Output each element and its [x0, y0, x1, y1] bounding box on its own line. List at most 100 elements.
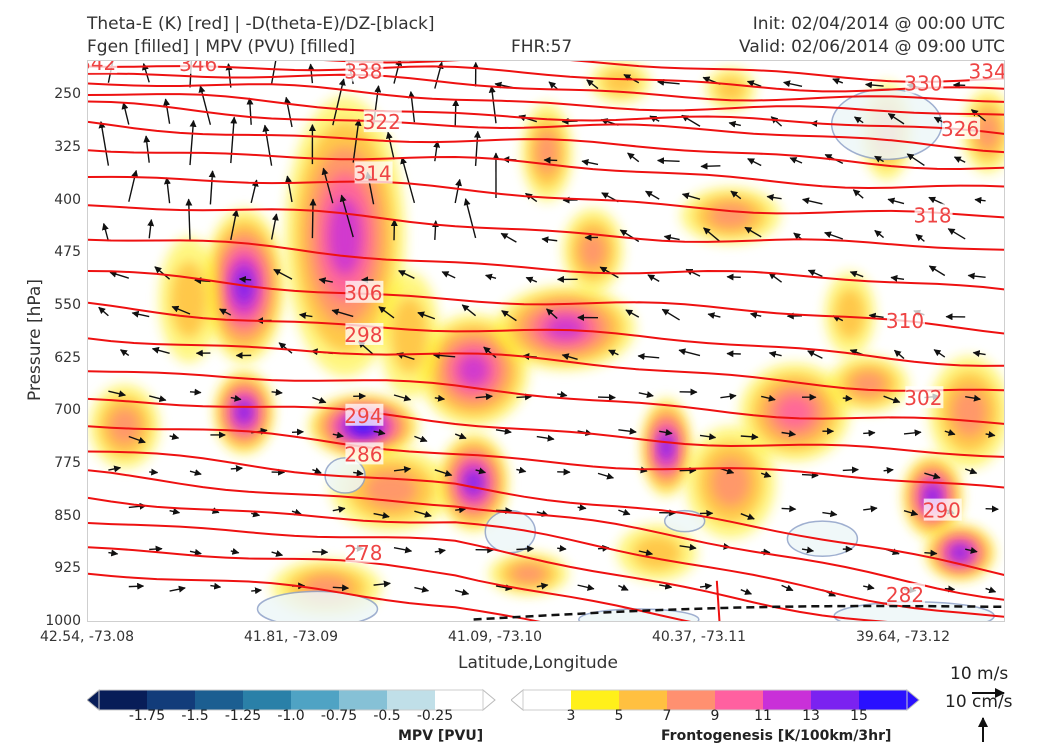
- wind-vector: [557, 391, 568, 398]
- y-tick-label: 550: [54, 296, 81, 313]
- frontogenesis-blob: [391, 297, 428, 373]
- theta-e-label: 314: [353, 161, 391, 185]
- wind-vector: [500, 232, 517, 243]
- wind-vector: [965, 546, 978, 554]
- wind-vector: [298, 312, 313, 320]
- x-tick-label: 39.64, -73.12: [855, 629, 951, 645]
- wind-vector: [516, 393, 533, 401]
- theta-e-label-background: [180, 61, 219, 74]
- wind-vector: [944, 429, 956, 436]
- wind-vector: [740, 433, 759, 441]
- wind-vector: [339, 194, 354, 238]
- y-tick-label: 775: [54, 454, 81, 471]
- wind-vector: [863, 505, 878, 513]
- wind-vector: [703, 227, 721, 243]
- y-tick-label: 925: [54, 560, 81, 577]
- wind-vector: [863, 429, 876, 437]
- theta-e-contour-line: [88, 65, 1004, 93]
- colorbar-tick-label: -0.25: [416, 708, 454, 724]
- wind-vector: [720, 392, 737, 400]
- frontogenesis-blob: [952, 388, 987, 437]
- wind-vector: [230, 209, 239, 240]
- wind-vector: [251, 587, 262, 595]
- colorbar-segment: [435, 690, 484, 710]
- y-tick-label: 250: [54, 86, 81, 103]
- frontogenesis-blob: [851, 372, 886, 397]
- wind-vector: [637, 353, 660, 360]
- theta-e-label-background: [345, 280, 384, 303]
- wind-vector: [169, 508, 181, 515]
- wind-vector: [516, 545, 535, 553]
- wind-vector: [561, 353, 578, 361]
- wind-vector: [385, 131, 395, 160]
- theta-e-label: 302: [904, 386, 942, 410]
- wind-vector: [824, 231, 844, 240]
- wind-vector: [789, 157, 803, 164]
- colorbar-tick-label: -1.25: [224, 708, 262, 724]
- colorbar-segment: [291, 690, 340, 710]
- wind-vector: [169, 433, 180, 440]
- wind-vector: [393, 546, 413, 554]
- wind-vector: [488, 85, 497, 124]
- wind-vector: [868, 312, 884, 320]
- wind-vector: [906, 153, 925, 166]
- wind-vector: [577, 584, 595, 591]
- wind-vector: [454, 178, 462, 204]
- theta-e-label: 326: [941, 117, 979, 141]
- wind-vector: [874, 155, 884, 163]
- wind-vector: [933, 349, 946, 358]
- wind-vector: [597, 472, 615, 480]
- wind-vector: [761, 548, 771, 556]
- wind-vector: [802, 197, 823, 205]
- wind-vector: [970, 109, 987, 122]
- wind-vector: [441, 271, 456, 279]
- wind-vector: [822, 510, 838, 518]
- wind-vector: [271, 388, 283, 396]
- wind-vector: [625, 309, 640, 318]
- wind-vector: [766, 193, 782, 201]
- wind-key-horizontal-arrow: [972, 688, 1005, 698]
- frontogenesis-blob: [952, 546, 969, 560]
- theta-e-label-background: [363, 110, 402, 133]
- valid-time: Valid: 02/06/2014 @ 09:00 UTC: [739, 37, 1005, 57]
- wind-vector: [353, 469, 364, 477]
- wind-vector: [230, 116, 238, 164]
- wind-vector: [189, 388, 202, 396]
- theta-e-contour-line: [88, 496, 1004, 618]
- wind-vector: [863, 583, 875, 591]
- frontogenesis-blob: [776, 395, 814, 429]
- theta-e-label: 334: [969, 61, 1005, 84]
- theta-e-contour-line: [88, 270, 1004, 335]
- colorbar-tick-label: -0.75: [320, 708, 358, 724]
- wind-vector: [332, 431, 344, 439]
- wind-vector: [271, 550, 284, 557]
- colorbar-segment: [859, 690, 908, 710]
- wind-vector: [967, 272, 986, 280]
- wind-vector: [393, 61, 403, 84]
- theta-e-label: 294: [344, 404, 382, 428]
- colorbar-extend-right: [482, 688, 496, 712]
- wind-vector: [414, 585, 430, 593]
- wind-vector: [151, 346, 170, 354]
- wind-vector: [849, 270, 864, 278]
- y-tick-label: 400: [54, 191, 81, 208]
- y-tick-label: 1000: [45, 613, 81, 629]
- theta-e-label-background: [345, 540, 384, 563]
- wind-vector: [744, 226, 762, 238]
- wind-vector: [746, 80, 762, 87]
- wind-vector: [740, 588, 753, 595]
- wind-vector: [720, 467, 735, 475]
- wind-vector: [638, 391, 654, 398]
- wind-vector: [903, 429, 922, 437]
- theta-e-label: 278: [344, 541, 382, 565]
- wind-vector: [312, 467, 322, 474]
- wind-vector: [659, 428, 673, 436]
- wind-vector: [128, 582, 145, 590]
- colorbar-segment: [811, 690, 860, 710]
- wind-vector: [393, 394, 412, 402]
- wind-vector: [647, 274, 660, 283]
- theta-e-contour-line: [88, 175, 1004, 219]
- wind-vector: [985, 586, 997, 594]
- wind-vector: [131, 310, 150, 318]
- wind-vector: [219, 308, 232, 316]
